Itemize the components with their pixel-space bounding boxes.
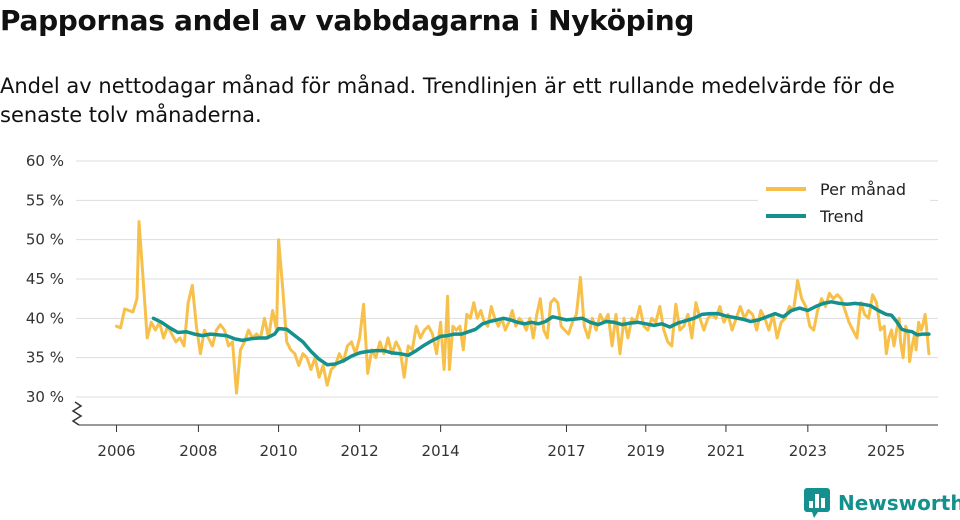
x-axis-ticks: 2006 2008 2010 2012 2014 2017 2019 2021 2023 2025 xyxy=(97,425,905,460)
x-tick-label: 2021 xyxy=(707,442,745,460)
x-tick-label: 2010 xyxy=(259,442,297,460)
legend-label: Trend xyxy=(819,207,864,226)
legend-background xyxy=(758,174,930,236)
line-chart: 30 % 35 % 40 % 45 % 50 % 55 % 60 % 2006 2008 201… xyxy=(26,152,938,460)
x-tick-label: 2019 xyxy=(627,442,665,460)
x-tick-label: 2017 xyxy=(547,442,585,460)
brand-logo: Newsworthy xyxy=(804,488,960,518)
y-tick-label: 45 % xyxy=(26,270,64,288)
x-tick-label: 2025 xyxy=(867,442,905,460)
axis-break-icon xyxy=(71,401,83,426)
series-line-per-manad xyxy=(115,220,931,395)
y-axis-ticks: 30 % 35 % 40 % 45 % 50 % 55 % 60 % xyxy=(26,152,64,406)
y-tick-label: 55 % xyxy=(26,191,64,209)
y-tick-label: 50 % xyxy=(26,231,64,249)
brand-name: Newsworthy xyxy=(838,491,960,515)
series-lines xyxy=(115,220,931,395)
x-axis xyxy=(71,401,938,426)
chart-title: Pappornas andel av vabbdagarna i Nyköpin… xyxy=(0,4,695,37)
newsworthy-logo-icon xyxy=(804,488,830,518)
y-tick-label: 35 % xyxy=(26,349,64,367)
x-tick-label: 2023 xyxy=(789,442,827,460)
y-tick-label: 30 % xyxy=(26,388,64,406)
chart-subtitle: Andel av nettodagar månad för månad. Tre… xyxy=(0,74,895,127)
series-line-trend xyxy=(151,300,931,367)
x-tick-label: 2012 xyxy=(341,442,379,460)
x-tick-label: 2008 xyxy=(179,442,217,460)
x-tick-label: 2006 xyxy=(97,442,135,460)
legend: Per månad Trend xyxy=(758,174,930,236)
x-tick-label: 2014 xyxy=(422,442,460,460)
y-tick-label: 40 % xyxy=(26,309,64,327)
legend-label: Per månad xyxy=(820,180,906,199)
y-tick-label: 60 % xyxy=(26,152,64,170)
